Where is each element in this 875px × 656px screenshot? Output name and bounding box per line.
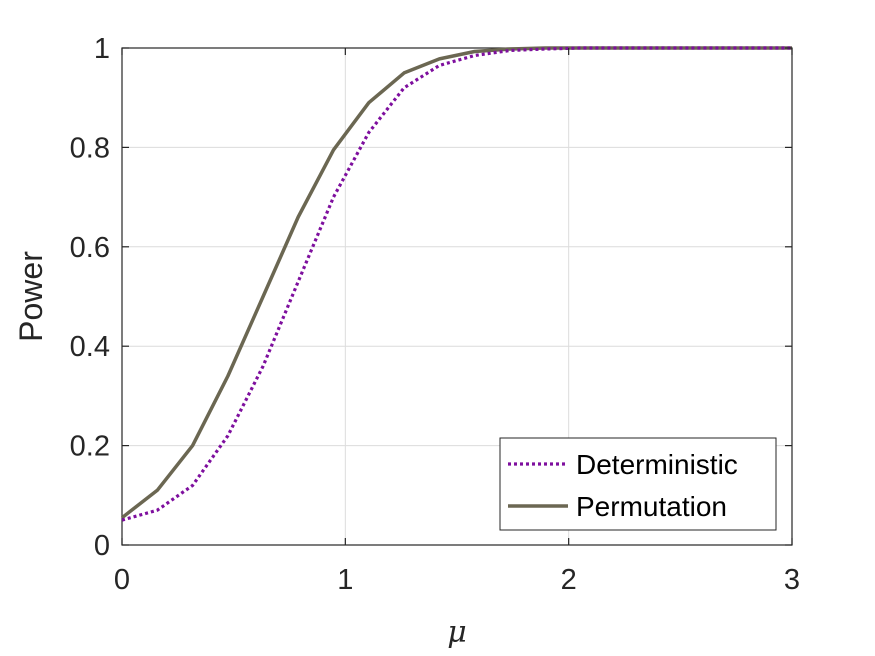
- legend-label-permutation: Permutation: [576, 491, 727, 522]
- plot-area: [121, 47, 793, 546]
- y-tick-label: 0: [94, 530, 110, 562]
- ticks: 0 1 2 3 0 0.2 0.4 0.6 0.8 1: [70, 33, 800, 596]
- x-tick-label: 1: [337, 564, 353, 596]
- series-layer: [120, 46, 792, 522]
- legend-label-deterministic: Deterministic: [576, 449, 738, 480]
- x-tick-label: 0: [114, 564, 130, 596]
- y-tick-label: 0.4: [70, 331, 110, 363]
- x-tick-label: 2: [561, 564, 577, 596]
- y-tick-label: 0.8: [70, 132, 110, 164]
- legend: Deterministic Permutation: [499, 437, 777, 531]
- x-axis-label: μ: [447, 615, 467, 650]
- series-line-deterministic: [121, 46, 792, 522]
- y-tick-label: 1: [94, 33, 110, 65]
- y-tick-label: 0.2: [70, 431, 110, 463]
- y-tick-label: 0.6: [70, 232, 110, 264]
- legend-box: [499, 437, 777, 531]
- y-axis-label: Power: [13, 251, 49, 342]
- x-tick-label: 3: [784, 564, 800, 596]
